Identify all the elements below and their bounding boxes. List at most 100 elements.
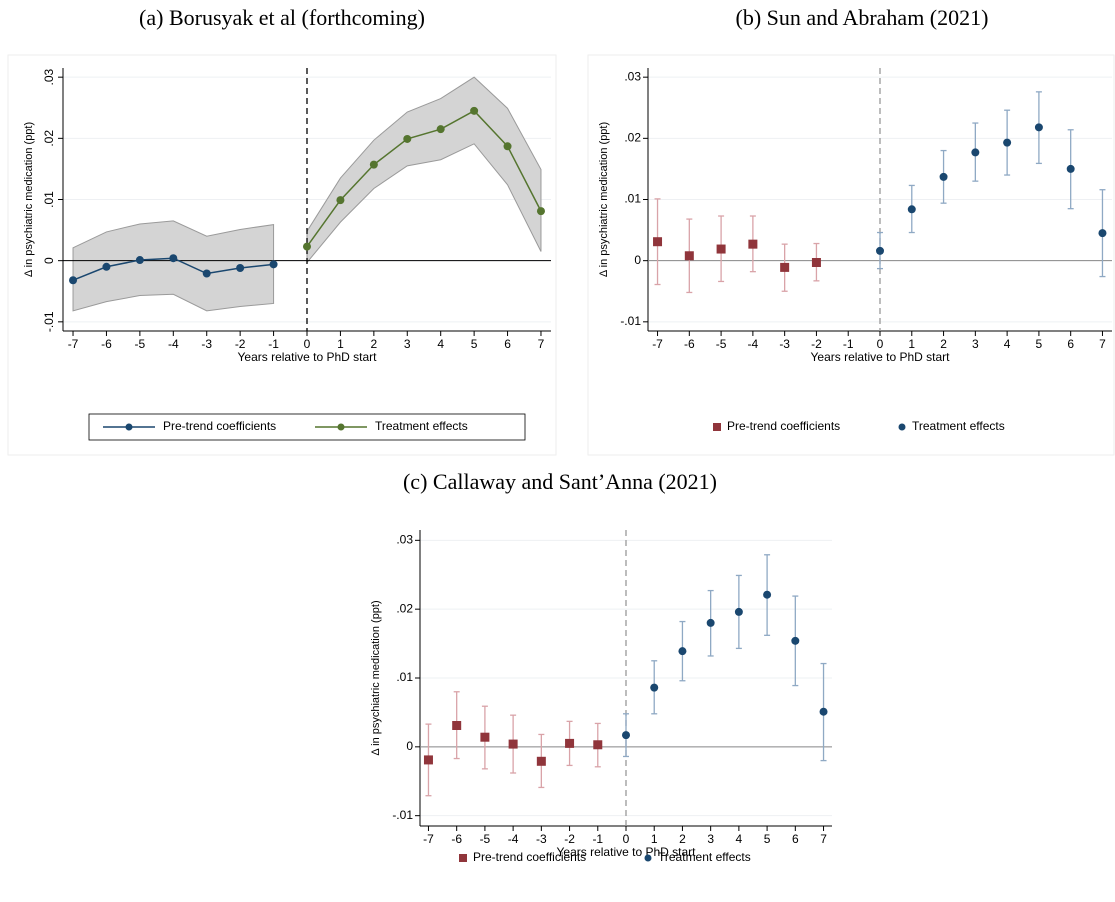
series-line <box>306 109 542 248</box>
confidence-band <box>306 76 542 264</box>
x-tick-label: -4 <box>748 337 759 351</box>
point <box>1098 229 1107 238</box>
y-tick-label: .01 <box>42 191 56 208</box>
y-tick-label: .03 <box>396 532 413 546</box>
x-tick-label: 2 <box>371 337 378 351</box>
panel-frame <box>587 54 1115 456</box>
point <box>480 732 490 742</box>
y-axis-label: Δ in psychiatric medication (ppt) <box>23 122 35 277</box>
point <box>971 148 980 157</box>
x-tick-label: -3 <box>201 337 212 351</box>
x-tick-label: -5 <box>716 337 727 351</box>
legend-marker <box>898 423 906 431</box>
point <box>939 172 948 181</box>
legend-label: Treatment effects <box>375 419 468 433</box>
point <box>1066 164 1075 173</box>
x-tick-label: -3 <box>536 832 547 846</box>
point <box>303 242 311 251</box>
x-axis-label: Years relative to PhD start <box>238 350 378 364</box>
legend-label: Pre-trend coefficients <box>473 850 586 864</box>
x-tick-label: 0 <box>877 337 884 351</box>
y-tick-label: -.01 <box>42 311 56 332</box>
x-axis-label: Years relative to PhD start <box>811 350 951 364</box>
point <box>650 683 659 692</box>
point <box>622 731 630 740</box>
point <box>336 196 345 205</box>
point <box>470 106 479 115</box>
x-tick-label: 1 <box>908 337 915 351</box>
point <box>565 738 575 748</box>
x-tick-label: 7 <box>538 337 545 351</box>
point <box>1003 138 1012 147</box>
x-tick-label: -6 <box>451 832 462 846</box>
point <box>763 590 772 599</box>
legend-label: Treatment effects <box>658 850 751 864</box>
x-tick-label: -7 <box>423 832 434 846</box>
confidence-band <box>72 220 275 312</box>
x-tick-label: -7 <box>68 337 79 351</box>
point <box>236 264 245 273</box>
chart-title: (c) Callaway and Sant’Anna (2021) <box>403 469 717 494</box>
point <box>678 647 687 656</box>
x-tick-label: 7 <box>1099 337 1106 351</box>
x-tick-label: 5 <box>471 337 478 351</box>
chart-title: (b) Sun and Abraham (2021) <box>736 5 989 30</box>
legend-marker <box>713 423 721 431</box>
legend-label: Pre-trend coefficients <box>163 419 276 433</box>
point <box>734 607 743 616</box>
x-tick-label: 0 <box>623 832 630 846</box>
x-tick-label: -1 <box>843 337 854 351</box>
x-tick-label: 3 <box>972 337 979 351</box>
x-tick-label: 2 <box>940 337 947 351</box>
chart-title: (a) Borusyak et al (forthcoming) <box>139 5 425 30</box>
point <box>706 618 715 627</box>
point <box>403 134 412 143</box>
point <box>716 244 726 254</box>
point <box>423 755 433 765</box>
point <box>269 260 278 269</box>
x-tick-label: 6 <box>504 337 511 351</box>
legend-marker <box>459 854 467 862</box>
y-axis-label: Δ in psychiatric medication (ppt) <box>370 600 382 755</box>
point <box>1034 123 1043 132</box>
x-axis-label: Years relative to PhD start <box>557 845 697 859</box>
y-tick-label: .01 <box>624 192 641 206</box>
x-tick-label: 4 <box>437 337 444 351</box>
x-tick-label: -4 <box>508 832 519 846</box>
x-tick-label: 5 <box>764 832 771 846</box>
point <box>169 254 178 263</box>
x-tick-label: -4 <box>168 337 179 351</box>
point <box>811 257 821 267</box>
point <box>653 237 663 247</box>
point <box>536 756 546 766</box>
x-tick-label: -2 <box>235 337 246 351</box>
x-tick-label: 1 <box>651 832 658 846</box>
legend-label: Pre-trend coefficients <box>727 419 840 433</box>
point <box>369 160 378 169</box>
legend-box <box>88 413 526 441</box>
y-tick-label: -.01 <box>392 808 413 822</box>
y-tick-label: .01 <box>396 670 413 684</box>
x-tick-label: -7 <box>652 337 663 351</box>
point <box>593 740 603 750</box>
point <box>791 636 800 645</box>
y-tick-label: 0 <box>406 739 413 753</box>
x-tick-label: -3 <box>779 337 790 351</box>
x-tick-label: 6 <box>792 832 799 846</box>
x-tick-label: -6 <box>684 337 695 351</box>
x-tick-label: 7 <box>820 832 827 846</box>
x-tick-label: -6 <box>101 337 112 351</box>
x-tick-label: -5 <box>480 832 491 846</box>
point <box>102 262 111 271</box>
point <box>452 720 462 730</box>
x-tick-label: 3 <box>707 832 714 846</box>
y-tick-label: .03 <box>624 69 641 83</box>
x-tick-label: 4 <box>1004 337 1011 351</box>
y-axis-label: Δ in psychiatric medication (ppt) <box>598 122 610 277</box>
point <box>202 269 211 278</box>
x-tick-label: -1 <box>268 337 279 351</box>
legend-marker <box>337 423 345 431</box>
x-tick-label: -1 <box>592 832 603 846</box>
